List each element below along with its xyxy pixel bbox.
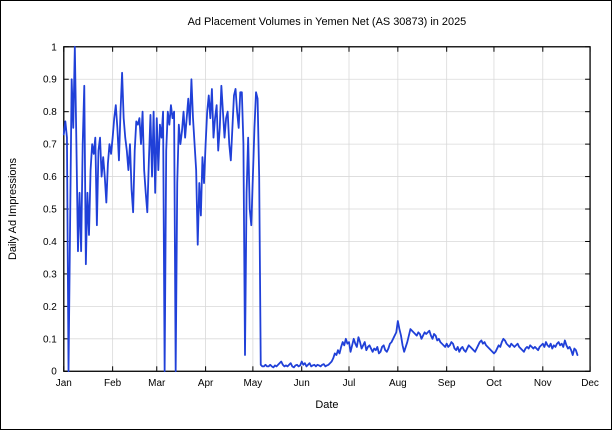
y-tick-label: 0.2 [43,302,57,313]
tick-label-layer: Jan Feb Mar Apr May Jun Jul Aug Sep Oct Nov Dec 0 0.1… [43,42,599,389]
plot-border [63,46,591,372]
y-tick-label: 0.6 [43,172,57,183]
y-tick-label: 0.9 [43,75,57,86]
y-tick-label: 0.1 [43,334,57,345]
y-tick-label: 0.5 [43,205,57,216]
y-tick-label: 0.4 [43,237,57,248]
x-tick-label: Jul [343,378,356,389]
x-tick-label: Aug [389,378,407,389]
x-tick-label: Jun [294,378,310,389]
y-tick-label: 0.8 [43,107,57,118]
y-tick-label: 1 [51,42,57,53]
x-tick-label: Sep [438,378,456,389]
x-tick-label: Apr [198,378,214,389]
grid-layer [63,46,591,372]
chart-title: Ad Placement Volumes in Yemen Net (AS 30… [188,16,467,28]
x-tick-label: Jan [56,378,72,389]
x-tick-label: Dec [581,378,599,389]
data-line-series [62,45,579,373]
x-tick-label: May [243,378,262,389]
y-tick-label: 0.3 [43,269,57,280]
y-tick-label: 0.7 [43,140,57,151]
y-tick-label: 0 [51,367,57,378]
x-tick-label: Nov [534,378,552,389]
x-axis-label: Date [315,399,338,411]
y-axis-label: Daily Ad Impressions [7,157,19,260]
x-tick-label: Feb [104,378,122,389]
x-tick-label: Mar [148,378,166,389]
x-tick-label: Oct [486,378,502,389]
